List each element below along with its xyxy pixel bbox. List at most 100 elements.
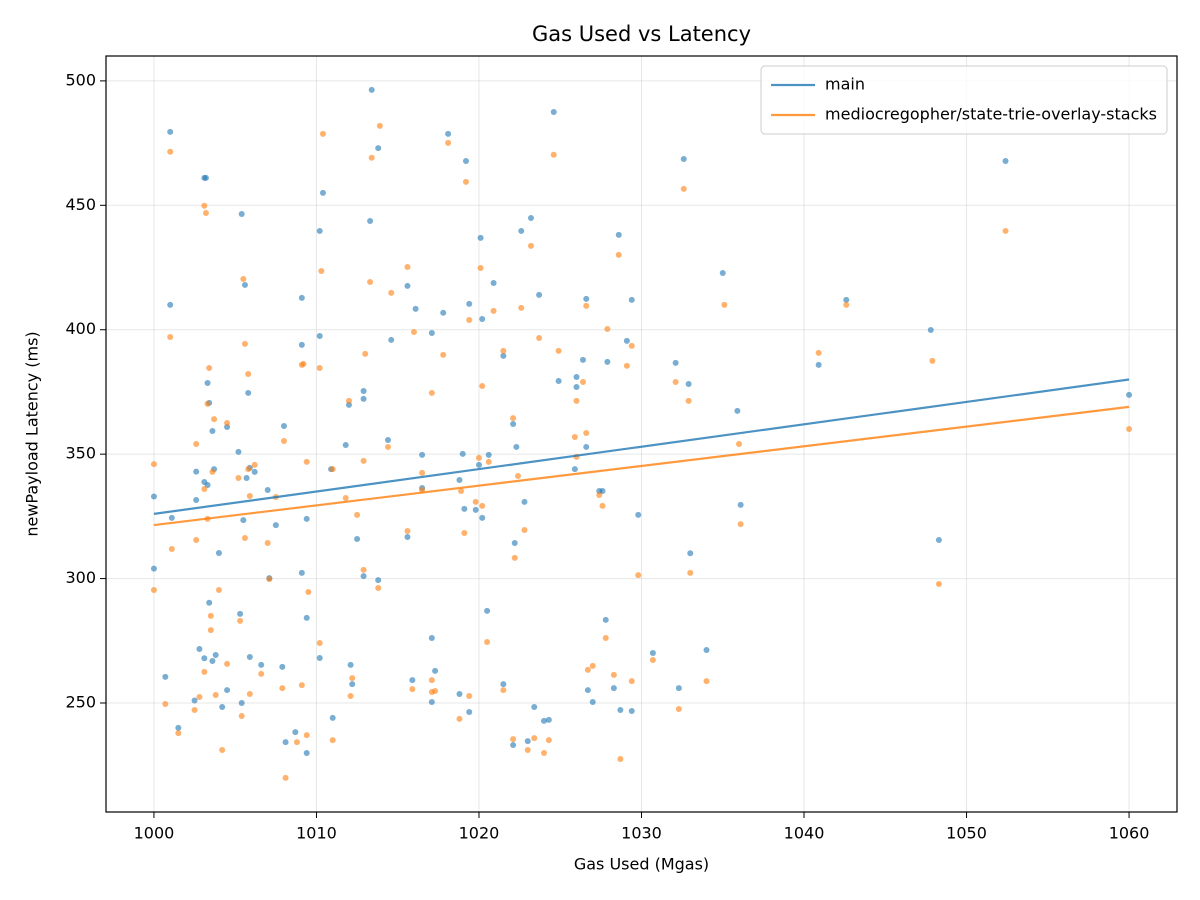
- point: [240, 275, 247, 282]
- y-tick-label: 400: [65, 319, 96, 338]
- point: [251, 468, 258, 475]
- point: [354, 511, 361, 518]
- point: [367, 217, 374, 224]
- point: [202, 174, 209, 181]
- point: [510, 421, 517, 428]
- point: [524, 738, 531, 745]
- point: [280, 437, 287, 444]
- point: [202, 210, 209, 217]
- point: [224, 687, 231, 694]
- point: [583, 430, 590, 437]
- x-tick-label: 1020: [459, 824, 500, 843]
- point: [167, 128, 174, 135]
- point: [628, 707, 635, 714]
- point: [162, 673, 169, 680]
- point: [211, 416, 218, 423]
- point: [737, 521, 744, 528]
- point: [445, 139, 452, 146]
- point: [604, 325, 611, 332]
- point: [687, 569, 694, 576]
- point: [150, 565, 157, 572]
- point: [316, 227, 323, 234]
- point: [298, 294, 305, 301]
- point: [167, 148, 174, 155]
- point: [191, 706, 198, 713]
- point: [251, 461, 258, 468]
- point: [599, 502, 606, 509]
- point: [342, 494, 349, 501]
- point: [209, 468, 216, 475]
- point: [571, 466, 578, 473]
- point: [672, 378, 679, 385]
- point: [345, 397, 352, 404]
- point: [191, 697, 198, 704]
- point: [734, 407, 741, 414]
- point: [466, 708, 473, 715]
- point: [219, 747, 226, 754]
- point: [579, 378, 586, 385]
- point: [193, 496, 200, 503]
- point: [201, 202, 208, 209]
- point: [475, 454, 482, 461]
- point: [279, 685, 286, 692]
- point: [193, 468, 200, 475]
- point: [196, 694, 203, 701]
- point: [635, 572, 642, 579]
- point: [246, 653, 253, 660]
- point: [599, 487, 606, 494]
- point: [150, 461, 157, 468]
- point: [316, 365, 323, 372]
- point: [815, 361, 822, 368]
- point: [843, 301, 850, 308]
- point: [280, 423, 287, 430]
- point: [375, 585, 382, 592]
- point: [238, 700, 245, 707]
- point: [500, 347, 507, 354]
- point: [204, 379, 211, 386]
- point: [589, 699, 596, 706]
- point: [518, 227, 525, 234]
- point: [246, 691, 253, 698]
- point: [477, 234, 484, 241]
- point: [703, 647, 710, 653]
- point: [215, 587, 222, 594]
- point: [477, 265, 484, 272]
- point: [571, 433, 578, 440]
- y-tick-label: 350: [65, 444, 96, 463]
- point: [384, 443, 391, 450]
- point: [490, 279, 497, 286]
- point: [680, 185, 687, 192]
- x-tick-label: 1010: [296, 824, 337, 843]
- point: [316, 332, 323, 339]
- point: [410, 328, 417, 335]
- point: [927, 326, 934, 333]
- point: [459, 450, 466, 457]
- legend-box: [760, 65, 1168, 135]
- point: [1002, 227, 1009, 234]
- point: [685, 397, 692, 404]
- y-tick-label: 500: [65, 70, 96, 89]
- point: [531, 703, 538, 710]
- legend-label: main: [825, 75, 865, 94]
- point: [623, 337, 630, 344]
- point: [466, 300, 473, 307]
- point: [432, 667, 439, 674]
- point: [602, 635, 609, 642]
- point: [298, 682, 305, 689]
- point: [319, 189, 326, 196]
- point: [349, 675, 356, 682]
- point: [649, 649, 656, 656]
- point: [479, 382, 486, 389]
- point: [527, 242, 534, 249]
- point: [388, 336, 395, 343]
- point: [207, 627, 214, 634]
- point: [521, 498, 528, 505]
- point: [432, 688, 439, 695]
- point: [376, 122, 383, 129]
- point: [360, 387, 367, 394]
- point: [527, 215, 534, 221]
- y-tick-label: 250: [65, 693, 96, 712]
- point: [579, 356, 586, 363]
- point: [245, 466, 252, 473]
- point: [675, 705, 682, 712]
